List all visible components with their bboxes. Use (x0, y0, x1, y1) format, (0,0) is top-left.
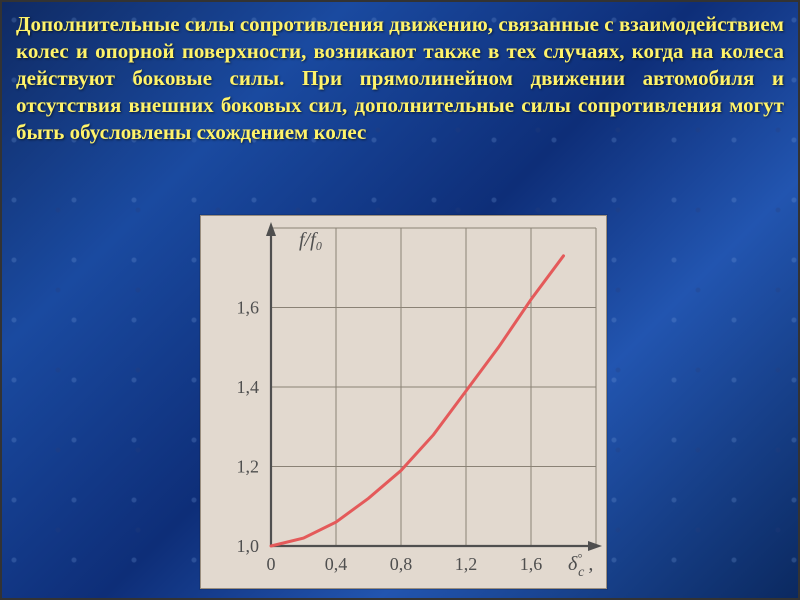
x-axis-title: δ°c, (568, 551, 593, 580)
x-tick-label: 0 (267, 554, 276, 574)
y-tick-label: 1,6 (237, 298, 260, 318)
y-tick-label: 1,4 (237, 377, 260, 397)
y-tick-label: 1,2 (237, 457, 260, 477)
x-tick-label: 0,8 (390, 554, 413, 574)
x-axis-arrow (588, 541, 602, 551)
chart-svg: 0 0,4 0,8 1,2 1,6 1,0 1,2 1,4 1,6 f/f₀ δ°c, (201, 216, 606, 588)
slide-stage: Дополнительные силы сопротивления движен… (0, 0, 800, 600)
y-axis-arrow (266, 222, 276, 236)
y-axis-title: f/f₀ (299, 229, 323, 251)
y-tick-label: 1,0 (237, 536, 260, 556)
x-tick-label: 1,6 (520, 554, 543, 574)
slide-heading: Дополнительные силы сопротивления движен… (16, 11, 784, 145)
x-tick-label: 1,2 (455, 554, 478, 574)
chart-panel: 0 0,4 0,8 1,2 1,6 1,0 1,2 1,4 1,6 f/f₀ δ°c, (200, 215, 607, 589)
data-curve (271, 256, 564, 546)
x-tick-label: 0,4 (325, 554, 348, 574)
